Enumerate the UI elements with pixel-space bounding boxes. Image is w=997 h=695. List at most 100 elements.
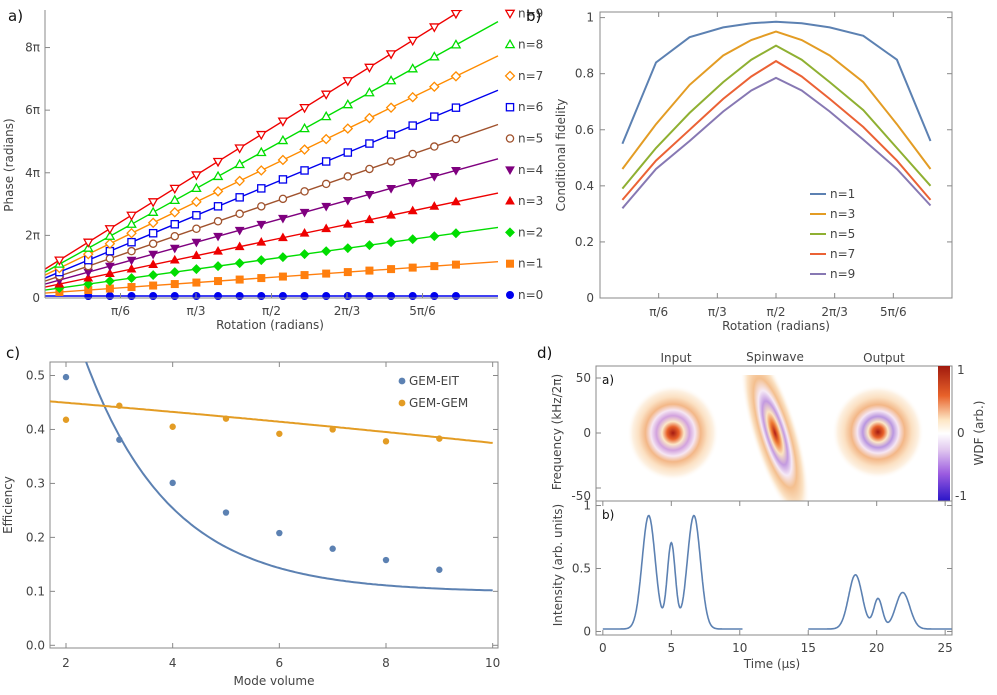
fit-curve-gem-gem — [50, 400, 493, 444]
data-point-n=2 — [277, 252, 288, 263]
intensity-subpanel-label: b) — [602, 508, 614, 522]
data-point-n=8 — [364, 86, 375, 97]
data-point-n=6 — [278, 175, 288, 184]
data-point-n=4 — [407, 179, 418, 188]
panel-a-x-tick-label: 2π/3 — [334, 304, 361, 318]
data-point-n=4 — [342, 196, 353, 206]
data-point-n=7 — [234, 175, 245, 187]
data-point-n=1 — [451, 260, 460, 269]
data-point-n=7 — [147, 217, 159, 229]
panel-a-x-tick-label: π/3 — [187, 304, 206, 318]
wdf-y-tick-0: 0 — [583, 426, 591, 440]
data-point-n=4 — [278, 214, 288, 224]
data-point-n=9 — [299, 104, 310, 114]
data-point-n=8 — [299, 122, 310, 133]
data-point-gem-eit — [116, 436, 123, 443]
data-point-n=6 — [430, 112, 439, 121]
data-point-n=9 — [104, 225, 116, 235]
data-point-n=5 — [386, 157, 396, 166]
data-point-n=9 — [450, 10, 462, 20]
data-point-n=3 — [407, 205, 418, 215]
data-point-n=5 — [321, 179, 331, 189]
data-point-n=4 — [451, 167, 461, 176]
data-point-gem-gem — [222, 415, 230, 422]
data-point-n=6 — [321, 157, 331, 166]
data-point-n=1 — [127, 283, 136, 292]
legend-marker-n=0 — [505, 290, 514, 299]
data-point-n=7 — [212, 186, 224, 197]
data-point-n=2 — [126, 273, 137, 284]
data-point-gem-gem — [116, 402, 123, 409]
data-point-n=8 — [277, 134, 289, 145]
legend-label-n=5: n=5 — [518, 132, 543, 146]
wdf-y-axis: 50 0 -50 — [571, 371, 601, 503]
series-line-n=4 — [45, 158, 499, 285]
data-point-n=6 — [365, 139, 374, 148]
panel-c-x-tick-label: 2 — [62, 656, 70, 670]
panel-c-x-tick-label: 4 — [169, 656, 177, 670]
wdf-y-tick-50: 50 — [576, 371, 591, 385]
data-point-n=0 — [322, 292, 331, 300]
data-point-n=5 — [235, 209, 244, 219]
data-point-n=6 — [148, 228, 158, 238]
legend-label-n=1: n=1 — [518, 257, 543, 271]
legend-label-n=3: n=3 — [830, 207, 855, 221]
data-point-n=9 — [364, 63, 375, 74]
series-line-n=2 — [45, 226, 499, 291]
panel-b: b) π/6 π/3 π/2 2π/3 5π/6 0 0.2 0.4 0.6 0.8 1 n=1 n=… — [526, 7, 953, 333]
data-point-n=4 — [321, 202, 332, 212]
data-point-n=7 — [169, 206, 181, 218]
panel-c-xlabel: Mode volume — [234, 674, 315, 688]
panel-c-y-tick-label: 0.1 — [26, 584, 45, 598]
series-line-n=9 — [45, 10, 463, 270]
data-point-gem-gem — [329, 426, 336, 433]
data-point-n=3 — [342, 219, 353, 228]
data-point-n=3 — [105, 268, 115, 277]
data-point-n=9 — [429, 23, 440, 33]
data-point-n=3 — [299, 228, 310, 237]
data-point-n=6 — [300, 166, 309, 175]
data-point-n=7 — [385, 102, 397, 113]
legend-label-n=9: n=9 — [830, 267, 855, 281]
data-point-n=8 — [147, 206, 159, 216]
data-point-n=6 — [408, 121, 417, 130]
intensity-x-tick-label: 15 — [801, 641, 816, 655]
series-line-n=5 — [45, 123, 499, 282]
panel-a-y-tick-label: 6π — [25, 103, 40, 117]
panel-c-ylabel: Efficiency — [1, 476, 15, 534]
data-point-n=7 — [342, 123, 354, 134]
data-point-gem-eit — [436, 566, 443, 573]
data-point-n=0 — [387, 292, 396, 300]
data-point-n=3 — [386, 210, 396, 219]
panel-a-y-tick-label: 8π — [25, 41, 40, 55]
data-point-n=3 — [451, 196, 461, 206]
series-line-n=6 — [45, 89, 499, 279]
data-point-n=3 — [364, 214, 375, 224]
data-point-n=1 — [408, 263, 417, 272]
data-point-n=4 — [148, 250, 159, 260]
data-point-n=1 — [387, 265, 396, 274]
panel-c-x-tick-label: 6 — [276, 656, 284, 670]
data-point-n=7 — [191, 196, 202, 208]
data-point-n=4 — [234, 226, 245, 236]
data-point-n=5 — [105, 254, 115, 263]
column-title-input: Input — [660, 351, 691, 365]
panel-a-xlabel: Rotation (radians) — [216, 318, 324, 332]
data-point-n=7 — [255, 165, 267, 176]
data-point-n=2 — [169, 267, 180, 278]
data-point-n=9 — [147, 198, 159, 208]
panel-c-frame — [49, 361, 499, 649]
intensity-y-tick-label: 0.5 — [572, 562, 591, 576]
panel-a-x-tick-label: π/6 — [111, 304, 130, 318]
data-point-n=0 — [149, 292, 158, 300]
data-point-gem-eit — [276, 529, 283, 537]
fit-curve-gem-eit — [85, 362, 493, 592]
data-point-n=7 — [104, 238, 116, 250]
data-point-gem-eit — [382, 556, 390, 564]
panel-b-y-tick-label: 0.6 — [575, 123, 594, 137]
intensity-x-tick-label: 5 — [667, 641, 675, 655]
intensity-trace-output — [808, 573, 952, 630]
legend-marker-gem-eit — [398, 377, 406, 385]
data-point-n=5 — [300, 187, 309, 196]
data-point-n=0 — [278, 292, 287, 300]
